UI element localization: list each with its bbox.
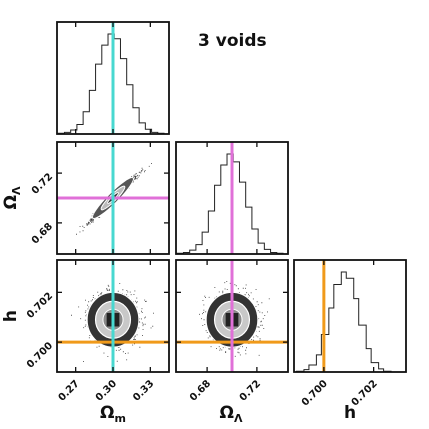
histogram-h xyxy=(295,260,392,372)
panel-frame-diag-h xyxy=(293,259,407,373)
ticks-ol xyxy=(206,142,258,254)
y-tick-label-h: 0.700 xyxy=(25,340,55,370)
ticks-h xyxy=(323,260,375,372)
histogram-steps-ol xyxy=(176,153,284,254)
x-tick-label-om: 0.30 xyxy=(94,378,119,403)
panel-frame-ol-h xyxy=(175,259,289,373)
chart-title: 3 voids xyxy=(198,31,267,51)
histogram-steps-h xyxy=(295,271,392,372)
histogram-om xyxy=(57,22,165,134)
ticks-om xyxy=(75,22,151,134)
x-axis-label-omega-lambda-main: Ω xyxy=(220,403,234,423)
scatter-om-h xyxy=(57,260,169,372)
scatter-om-ol xyxy=(57,142,169,254)
x-axis-label-omega-m: Ωm xyxy=(100,403,126,425)
x-tick-label-om: 0.33 xyxy=(131,378,156,403)
x-axis-label-omega-m-subscript: m xyxy=(114,412,125,425)
panels-layer xyxy=(56,21,407,373)
scatter-ol-h xyxy=(176,260,288,372)
x-axis-label-omega-lambda: ΩΛ xyxy=(220,403,243,425)
ticks-om-h xyxy=(57,260,169,372)
x-tick-label-ol: 0.72 xyxy=(238,378,263,403)
y-axis-label-omega-lambda-main: Ω xyxy=(1,195,21,209)
y-axis-label-omega-lambda-subscript: Λ xyxy=(10,186,23,195)
y-axis-label-omega-lambda: ΩΛ xyxy=(1,186,23,209)
x-axis-label-h-main: h xyxy=(344,403,356,423)
y-tick-label-h: 0.702 xyxy=(25,291,55,321)
x-axis-label-omega-m-main: Ω xyxy=(100,403,114,423)
histogram-steps-om xyxy=(57,33,165,134)
x-tick-label-om: 0.27 xyxy=(57,378,82,403)
ticks-ol-h xyxy=(176,260,288,372)
y-axis-label-h-main: h xyxy=(1,310,21,322)
panel-frame-diag-ol xyxy=(175,141,289,255)
x-axis-label-h: h xyxy=(344,403,356,423)
ticks-om-ol xyxy=(57,142,169,254)
y-tick-label-ol: 0.72 xyxy=(30,171,55,196)
x-axis-label-omega-lambda-subscript: Λ xyxy=(234,412,243,425)
x-tick-label-ol: 0.68 xyxy=(188,378,213,403)
x-tick-label-h: 0.700 xyxy=(300,378,330,408)
histogram-ol xyxy=(176,142,284,254)
y-axis-label-h: h xyxy=(1,310,21,322)
y-tick-label-ol: 0.68 xyxy=(30,221,55,246)
